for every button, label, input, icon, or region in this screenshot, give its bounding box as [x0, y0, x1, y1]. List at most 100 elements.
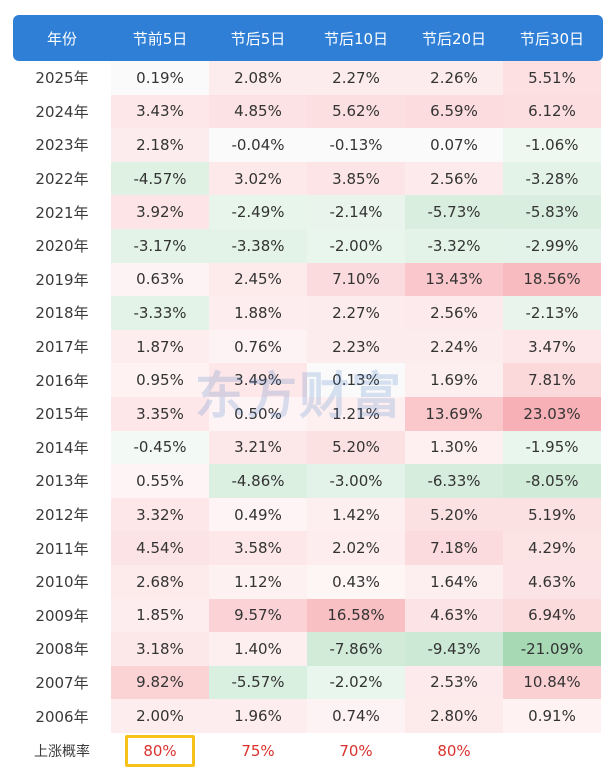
heatmap-cell: 2.00%: [111, 699, 209, 733]
heatmap-cell: 1.96%: [209, 699, 307, 733]
header-post10: 节后10日: [323, 29, 389, 48]
year-label: 2020年: [35, 237, 89, 256]
heatmap-cell: 2.27%: [307, 296, 405, 330]
heatmap-cell: 3.18%: [111, 632, 209, 666]
heatmap-cell: 2.08%: [209, 61, 307, 95]
heatmap-cell: 5.51%: [503, 61, 601, 95]
table-row: 2007年 9.82% -5.57% -2.02% 2.53% 10.84%: [13, 665, 603, 700]
table-row: 2010年 2.68% 1.12% 0.43% 1.64% 4.63%: [13, 564, 603, 599]
year-label: 2023年: [35, 136, 89, 155]
heatmap-cell: -9.43%: [405, 632, 503, 666]
heatmap-cell: -1.06%: [503, 128, 601, 162]
heatmap-cell: 0.07%: [405, 128, 503, 162]
heatmap-cell: -3.00%: [307, 464, 405, 498]
table-row: 2018年 -3.33% 1.88% 2.27% 2.56% -2.13%: [13, 296, 603, 330]
heatmap-cell: 7.10%: [307, 262, 405, 297]
heatmap-cell: 2.26%: [405, 61, 503, 95]
table-row: 2023年 2.18% -0.04% -0.13% 0.07% -1.06%: [13, 128, 603, 162]
heatmap-cell: 6.59%: [405, 94, 503, 129]
heatmap-cell: 4.85%: [209, 94, 307, 129]
table-row: 2021年 3.92% -2.49% -2.14% -5.73% -5.83%: [13, 195, 603, 229]
table-row: 2016年 0.95% 3.49% 0.13% 1.69% 7.81%: [13, 363, 603, 397]
heatmap-cell: 1.87%: [111, 329, 209, 364]
heatmap-cell: -3.32%: [405, 228, 503, 263]
table-header: 年份 节前5日 节后5日 节后10日 节后20日 节后30日: [13, 15, 603, 61]
table-row: 2006年 2.00% 1.96% 0.74% 2.80% 0.91%: [13, 699, 603, 733]
year-label: 2008年: [35, 640, 89, 659]
heatmap-cell: 3.92%: [111, 195, 209, 229]
heatmap-cell: 4.29%: [503, 531, 601, 565]
heatmap-cell: -3.33%: [111, 296, 209, 330]
heatmap-cell: 2.56%: [405, 296, 503, 330]
table-row: 2020年 -3.17% -3.38% -2.00% -3.32% -2.99%: [13, 228, 603, 263]
heatmap-cell: 6.94%: [503, 598, 601, 633]
year-label: 2013年: [35, 472, 89, 491]
year-label: 2018年: [35, 304, 89, 323]
heatmap-cell: 10.84%: [503, 665, 601, 700]
year-label: 2024年: [35, 102, 89, 121]
heatmap-cell: 0.95%: [111, 363, 209, 397]
rise-rate-value: 75%: [241, 741, 275, 760]
heatmap-cell: 1.64%: [405, 564, 503, 599]
heatmap-cell: 4.54%: [111, 531, 209, 565]
heatmap-cell: -2.02%: [307, 665, 405, 700]
rise-rate-cell: 80%: [111, 733, 209, 769]
year-label: 2011年: [35, 539, 89, 558]
heatmap-cell: -0.13%: [307, 128, 405, 162]
heatmap-cell: 0.50%: [209, 396, 307, 431]
heatmap-cell: 0.76%: [209, 329, 307, 364]
heatmap-cell: 2.68%: [111, 564, 209, 599]
heatmap-cell: -21.09%: [503, 632, 601, 666]
heatmap-cell: 0.19%: [111, 61, 209, 95]
year-label: 2022年: [35, 170, 89, 189]
table-body: 2025年 0.19% 2.08% 2.27% 2.26% 5.51% 2024年 3.43%…: [13, 61, 603, 733]
heatmap-cell: 5.20%: [405, 497, 503, 532]
heatmap-cell: 3.02%: [209, 161, 307, 196]
returns-table: 年份 节前5日 节后5日 节后10日 节后20日 节后30日 2025年 0.19…: [13, 15, 603, 769]
table-row: 2019年 0.63% 2.45% 7.10% 13.43% 18.56%: [13, 262, 603, 297]
heatmap-cell: 1.30%: [405, 430, 503, 465]
heatmap-cell: 0.74%: [307, 699, 405, 733]
heatmap-cell: 2.24%: [405, 329, 503, 364]
header-post20: 节后20日: [421, 29, 487, 48]
table-row: 2012年 3.32% 0.49% 1.42% 5.20% 5.19%: [13, 497, 603, 532]
year-label: 2009年: [35, 606, 89, 625]
heatmap-cell: 1.42%: [307, 497, 405, 532]
heatmap-cell: 0.55%: [111, 464, 209, 498]
year-label: 2019年: [35, 270, 89, 289]
header-post30: 节后30日: [519, 29, 585, 48]
year-label: 2021年: [35, 203, 89, 222]
heatmap-cell: 7.18%: [405, 531, 503, 565]
year-label: 2017年: [35, 338, 89, 357]
header-pre5: 节前5日: [132, 29, 188, 48]
heatmap-cell: 18.56%: [503, 262, 601, 297]
heatmap-cell: -3.38%: [209, 228, 307, 263]
year-label: 2007年: [35, 673, 89, 692]
heatmap-cell: 0.91%: [503, 699, 601, 733]
heatmap-cell: 3.58%: [209, 531, 307, 565]
heatmap-cell: 13.43%: [405, 262, 503, 297]
heatmap-cell: -2.49%: [209, 195, 307, 229]
heatmap-cell: 6.12%: [503, 94, 601, 129]
year-label: 2025年: [35, 69, 89, 88]
header-year: 年份: [46, 29, 77, 48]
heatmap-cell: 5.19%: [503, 497, 601, 532]
rise-rate-value-highlighted: 80%: [125, 734, 195, 767]
table-row: 2008年 3.18% 1.40% -7.86% -9.43% -21.09%: [13, 632, 603, 666]
table-row: 2025年 0.19% 2.08% 2.27% 2.26% 5.51%: [13, 61, 603, 95]
heatmap-cell: -5.57%: [209, 665, 307, 700]
table-row: 2015年 3.35% 0.50% 1.21% 13.69% 23.03%: [13, 396, 603, 431]
header-post5: 节后5日: [230, 29, 286, 48]
heatmap-cell: -2.00%: [307, 228, 405, 263]
heatmap-cell: 1.12%: [209, 564, 307, 599]
heatmap-cell: -3.17%: [111, 228, 209, 263]
heatmap-cell: -5.73%: [405, 195, 503, 229]
heatmap-cell: -0.45%: [111, 430, 209, 465]
heatmap-cell: 2.45%: [209, 262, 307, 297]
heatmap-cell: 3.47%: [503, 329, 601, 364]
table-row: 2013年 0.55% -4.86% -3.00% -6.33% -8.05%: [13, 464, 603, 498]
heatmap-cell: 16.58%: [307, 598, 405, 633]
heatmap-cell: 2.56%: [405, 161, 503, 196]
heatmap-cell: -2.99%: [503, 228, 601, 263]
rise-rate-label: 上涨概率: [34, 743, 90, 760]
